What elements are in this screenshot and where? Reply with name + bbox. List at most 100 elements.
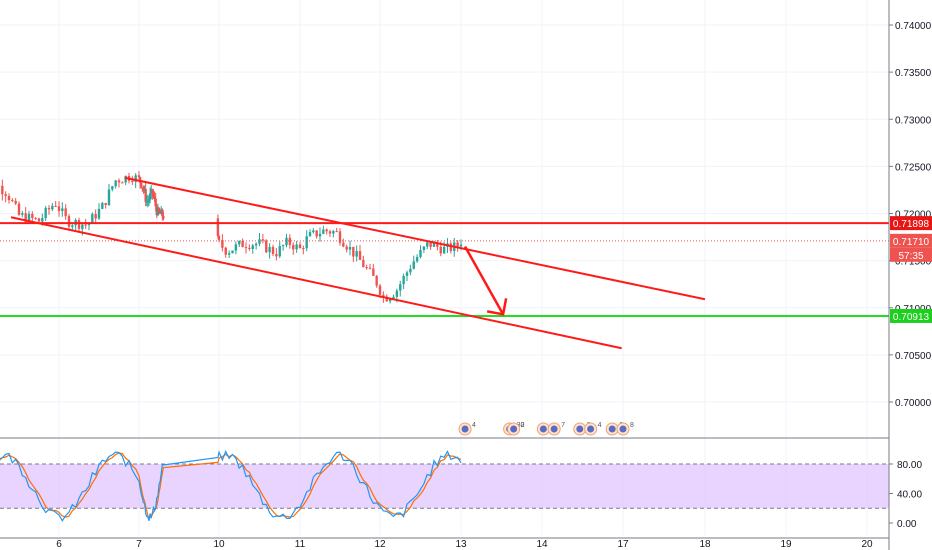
candle-body[interactable] [365,267,368,269]
candle-body[interactable] [312,230,315,233]
candle-body[interactable] [77,219,81,229]
candle-body[interactable] [114,180,117,187]
candle-body[interactable] [146,201,150,203]
candle-body[interactable] [227,253,231,255]
candle-body[interactable] [442,246,446,254]
candle-body[interactable] [426,242,429,247]
channel-upper-line[interactable] [124,176,706,301]
candle-body[interactable] [4,194,7,197]
candle-body[interactable] [385,296,388,302]
channel-lower-line[interactable] [10,216,622,350]
candle-body[interactable] [81,224,84,229]
candle-body[interactable] [140,182,143,188]
candle-body[interactable] [258,239,261,244]
candle-body[interactable] [57,206,61,212]
candle-body[interactable] [216,218,220,236]
trendline-drawings[interactable] [10,176,706,350]
candle-body[interactable] [134,175,137,182]
candle-body[interactable] [308,232,312,237]
candle-body[interactable] [111,186,114,190]
candle-body[interactable] [97,208,101,219]
candle-body[interactable] [248,247,251,249]
candle-body[interactable] [231,250,234,254]
candle-body[interactable] [61,208,64,212]
candle-body[interactable] [355,251,358,257]
candle-body[interactable] [368,267,372,269]
candle-body[interactable] [67,216,71,227]
candle-body[interactable] [395,290,399,297]
candle-body[interactable] [325,229,328,232]
candle-body[interactable] [154,198,157,207]
candle-body[interactable] [161,209,164,217]
candle-body[interactable] [261,239,265,241]
candle-body[interactable] [328,231,332,234]
candle-body[interactable] [436,243,439,247]
candle-body[interactable] [378,285,382,295]
candle-body[interactable] [332,231,335,234]
candle-body[interactable] [94,214,97,219]
candle-body[interactable] [24,213,27,223]
candle-body[interactable] [402,275,405,285]
candle-body[interactable] [1,185,4,195]
candle-body[interactable] [17,203,21,215]
candle-body[interactable] [71,225,74,227]
candle-body[interactable] [7,196,11,201]
candle-body[interactable] [429,242,432,247]
projection-arrow-head[interactable] [486,298,508,316]
candle-body[interactable] [271,247,275,255]
candle-body[interactable] [11,200,14,202]
candle-body[interactable] [318,233,322,237]
candle-body[interactable] [399,284,402,291]
candle-body[interactable] [121,182,124,184]
candle-body[interactable] [415,257,419,262]
candle-body[interactable] [432,243,436,247]
candle-body[interactable] [147,199,151,202]
candle-body[interactable] [422,246,426,250]
candle-body[interactable] [372,268,375,276]
candle-body[interactable] [244,247,248,249]
candle-body[interactable] [47,208,51,210]
candle-body[interactable] [275,254,278,257]
candle-body[interactable] [27,213,31,223]
candle-body[interactable] [44,208,47,219]
candle-body[interactable] [335,231,338,233]
candle-body[interactable] [14,200,17,204]
candle-body[interactable] [137,175,141,178]
candle-body[interactable] [234,244,238,251]
candle-body[interactable] [419,249,422,258]
candle-body[interactable] [241,241,244,248]
candle-body[interactable] [144,188,147,202]
candle-body[interactable] [34,217,37,219]
candle-body[interactable] [348,246,352,250]
candle-body[interactable] [382,294,385,297]
candle-body[interactable] [456,242,459,247]
candle-body[interactable] [152,193,155,197]
candle-body[interactable] [302,248,305,250]
candle-body[interactable] [51,205,54,210]
candle-body[interactable] [375,275,378,286]
candle-body[interactable] [449,243,453,251]
candle-body[interactable] [342,242,345,247]
candle-body[interactable] [362,259,365,268]
candle-body[interactable] [298,244,302,249]
candle-body[interactable] [224,247,227,255]
economic-events[interactable]: 430273468 [458,422,634,436]
candle-body[interactable] [305,236,308,249]
candle-body[interactable] [268,247,271,253]
candle-body[interactable] [251,245,254,249]
candle-body[interactable] [37,218,41,222]
candle-body[interactable] [295,244,298,250]
candle-body[interactable] [388,298,392,302]
candle-body[interactable] [84,224,87,226]
candle-body[interactable] [405,272,409,276]
candle-body[interactable] [278,246,281,257]
candle-body[interactable] [104,203,107,206]
candle-body[interactable] [285,237,288,246]
candle-body[interactable] [148,193,152,200]
candle-body[interactable] [439,246,442,254]
candle-body[interactable] [41,218,44,222]
candle-body[interactable] [162,216,165,219]
candle-body[interactable] [31,213,34,218]
candle-body[interactable] [131,180,134,182]
